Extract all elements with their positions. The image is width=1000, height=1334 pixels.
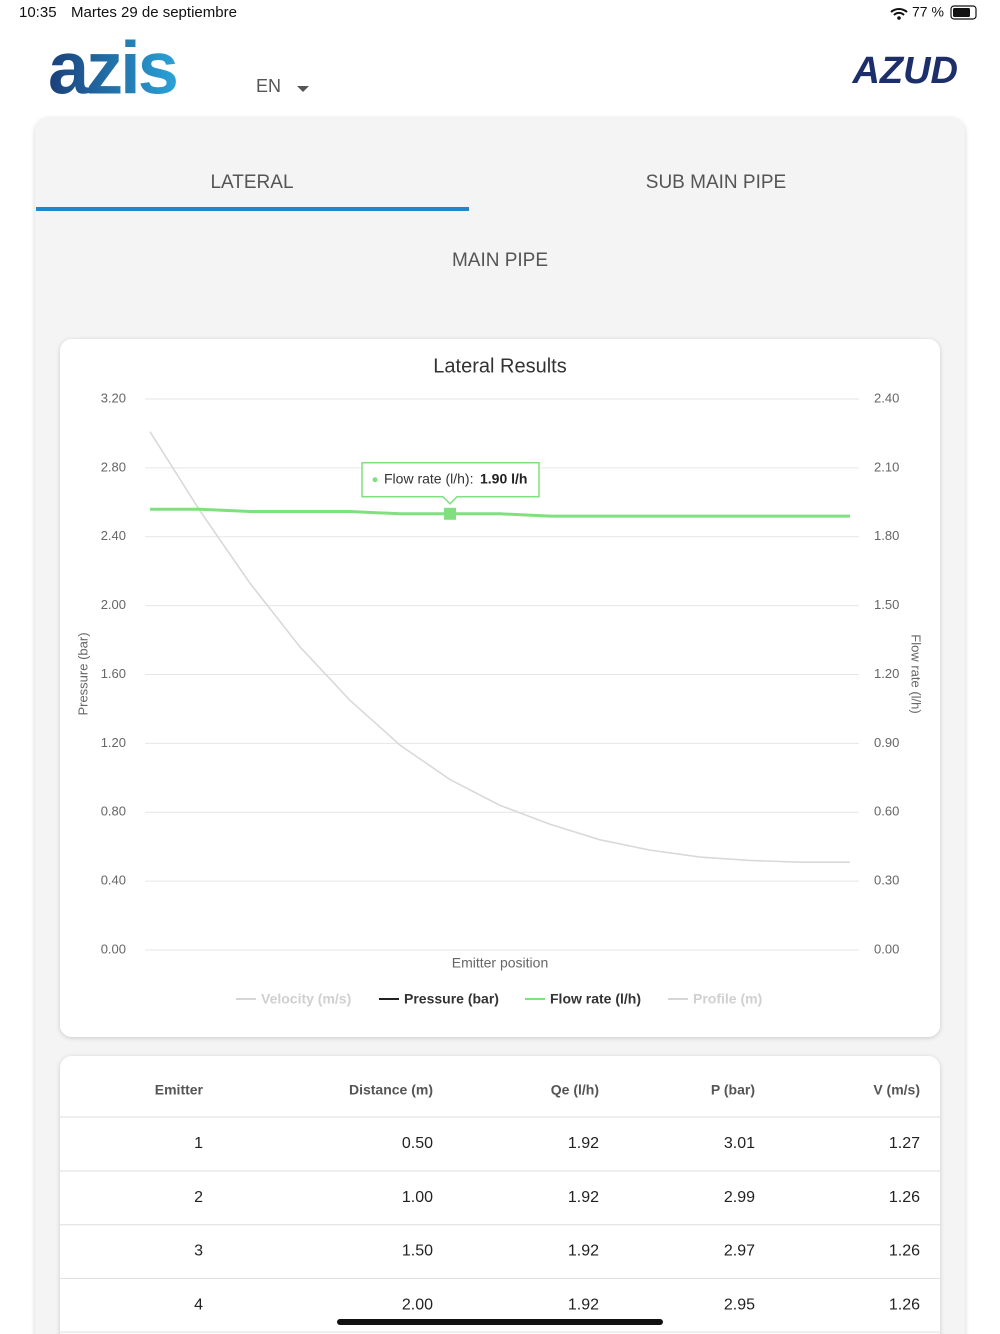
tab-indicator — [36, 207, 469, 211]
battery-level: 77 % — [912, 4, 944, 20]
tab[interactable]: LATERAL — [210, 172, 293, 193]
table-cell: 2 — [194, 1189, 203, 1206]
logo[interactable]: azis — [48, 27, 180, 110]
table-cell: 1.27 — [889, 1135, 920, 1152]
y2-tick-label: 2.40 — [874, 390, 899, 405]
table-cell: 2.99 — [724, 1189, 755, 1206]
table-header: V (m/s) — [873, 1082, 920, 1098]
y-tick-label: 0.80 — [101, 804, 126, 819]
table-cell: 1.00 — [402, 1189, 433, 1206]
legend-label[interactable]: Profile (m) — [693, 991, 762, 1007]
table-cell: 2.97 — [724, 1243, 755, 1260]
battery-icon — [950, 5, 977, 20]
series-line — [149, 431, 850, 863]
table-cell: 2.95 — [724, 1296, 755, 1313]
table-cell: 1.92 — [568, 1243, 599, 1260]
table-cell: 3 — [194, 1243, 203, 1260]
chart-title: Lateral Results — [433, 355, 566, 377]
y2-tick-label: 1.80 — [874, 528, 899, 543]
chart-card — [60, 339, 940, 1037]
y2-tick-label: 2.10 — [874, 459, 899, 474]
x-axis-label: Emitter position — [452, 955, 548, 971]
y-tick-label: 1.60 — [101, 666, 126, 681]
tab[interactable]: SUB MAIN PIPE — [646, 172, 786, 193]
y-tick-label: 2.40 — [101, 528, 126, 543]
y2-tick-label: 0.90 — [874, 735, 899, 750]
table-cell: 0.50 — [402, 1135, 433, 1152]
table-cell: 3.01 — [724, 1135, 755, 1152]
table-cell: 1.92 — [568, 1296, 599, 1313]
table-header: P (bar) — [711, 1082, 755, 1098]
brand-logo: AZUD — [851, 50, 958, 92]
status-time: 10:35 — [19, 4, 57, 21]
wifi-dot — [897, 16, 901, 20]
legend-label[interactable]: Velocity (m/s) — [261, 991, 351, 1007]
tooltip-box — [361, 462, 540, 505]
y-tick-label: 1.20 — [101, 735, 126, 750]
tab[interactable]: MAIN PIPE — [452, 250, 548, 271]
y-axis-label: Pressure (bar) — [75, 632, 90, 715]
table-cell: 4 — [194, 1296, 203, 1313]
series-line — [150, 507, 850, 518]
language-select[interactable]: EN — [256, 76, 281, 96]
battery-fill — [953, 8, 970, 17]
table-cell: 1.26 — [889, 1296, 920, 1313]
chart: Lateral Results Emitter position Pressur… — [75, 355, 923, 1006]
tooltip-value: 1.90 l/h — [480, 470, 527, 486]
table-cell: 1.26 — [889, 1189, 920, 1206]
tooltip-label: Flow rate (l/h): — [384, 470, 473, 486]
table-card — [60, 1056, 940, 1334]
y-tick-label: 2.00 — [101, 597, 126, 612]
table-cell: 1.26 — [889, 1243, 920, 1260]
y2-tick-label: 0.30 — [874, 873, 899, 888]
legend-label[interactable]: Flow rate (l/h) — [550, 991, 641, 1007]
table-cell: 1 — [194, 1135, 203, 1152]
y2-axis-label: Flow rate (l/h) — [909, 634, 924, 713]
table-cell: 2.00 — [402, 1296, 433, 1313]
status-date: Martes 29 de septiembre — [71, 4, 237, 21]
results-table: Emitter Distance (m) Qe (l/h) P (bar) V (m/s… — [60, 1082, 940, 1333]
y-tick-label: 0.00 — [101, 941, 126, 956]
table-cell: 1.92 — [568, 1189, 599, 1206]
y-tick-label: 3.20 — [101, 390, 126, 405]
y2-tick-label: 0.00 — [874, 941, 899, 956]
table-header: Qe (l/h) — [551, 1082, 599, 1098]
hover-point — [444, 507, 456, 520]
tooltip-dot — [372, 477, 378, 483]
y2-tick-label: 1.50 — [874, 597, 899, 612]
wifi-icon — [890, 8, 908, 16]
y-tick-label: 2.80 — [101, 459, 126, 474]
y-tick-label: 0.40 — [101, 873, 126, 888]
table-header: Emitter — [155, 1082, 204, 1098]
legend-label[interactable]: Pressure (bar) — [404, 991, 499, 1007]
table-cell: 1.92 — [568, 1135, 599, 1152]
table-cell: 1.50 — [402, 1243, 433, 1260]
dropdown-caret[interactable] — [297, 86, 309, 92]
table-header: Distance (m) — [349, 1082, 433, 1098]
y2-tick-label: 1.20 — [874, 666, 899, 681]
y2-tick-label: 0.60 — [874, 804, 899, 819]
home-indicator — [337, 1319, 663, 1325]
